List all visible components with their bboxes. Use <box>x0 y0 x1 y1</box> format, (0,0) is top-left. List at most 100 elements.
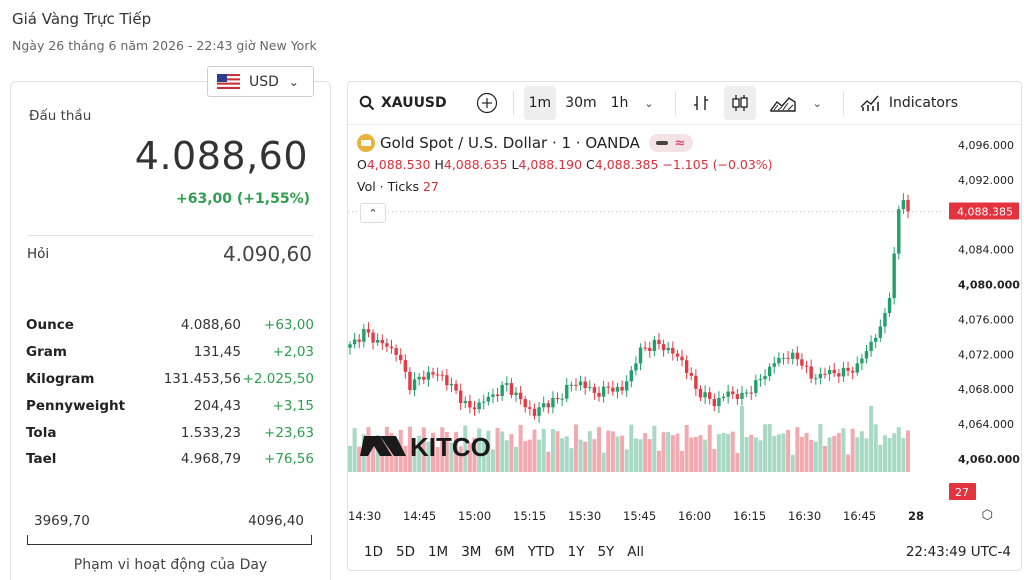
volume-bar <box>698 435 703 472</box>
candle-body <box>385 343 389 347</box>
candle-body <box>495 394 500 396</box>
symbol-search[interactable]: XAUUSD <box>359 95 447 111</box>
unit-change: +2,03 <box>272 344 314 361</box>
interval-1h[interactable]: 1h <box>610 95 629 111</box>
volume-bar <box>610 431 615 472</box>
indicators-button[interactable]: Indicators <box>854 86 963 120</box>
candle-body <box>371 332 375 343</box>
candle-body <box>491 394 495 397</box>
range-5d[interactable]: 5D <box>395 544 415 560</box>
interval-dropdown[interactable]: ⌄ <box>633 86 664 120</box>
candle-body <box>505 383 509 385</box>
area-style-button[interactable] <box>764 86 802 120</box>
ask-label: Hỏi <box>27 246 50 262</box>
candles-button[interactable] <box>723 86 756 120</box>
volume-label: Vol · Ticks <box>357 179 419 194</box>
unit-name: Tola <box>26 424 57 441</box>
settings-button[interactable]: ⬡ <box>982 508 993 523</box>
add-symbol-icon <box>476 92 497 114</box>
volume-bar <box>716 434 721 472</box>
volume-bar <box>643 433 648 472</box>
candle-body <box>795 352 800 360</box>
x-tick-label: 15:30 <box>568 509 601 523</box>
currency-select[interactable]: USD ⌄ <box>207 66 314 97</box>
unit-change: +2.025,50 <box>242 370 314 387</box>
candle-body <box>731 391 735 395</box>
range-5y[interactable]: 5Y <box>597 544 615 560</box>
y-tick-label: 4,096.000 <box>958 139 1014 152</box>
close-value: 4,088.385 <box>594 157 659 172</box>
y-tick-label: 4,064.000 <box>958 418 1014 431</box>
volume-bar <box>652 425 657 472</box>
candle-body <box>661 344 666 351</box>
timezone-clock[interactable]: 22:43:49 UTC-4 <box>905 544 1011 560</box>
unit-price: 4.088,60 <box>180 317 241 334</box>
area-chart-icon <box>769 97 796 112</box>
range-ytd[interactable]: YTD <box>527 544 555 560</box>
candle-body <box>860 358 864 364</box>
interval-30m[interactable]: 30m <box>565 95 597 111</box>
volume-bar <box>666 432 671 472</box>
candle-body <box>892 253 896 299</box>
compare-button[interactable] <box>471 86 503 120</box>
volume-bar <box>864 438 869 472</box>
range-1y[interactable]: 1Y <box>567 544 585 560</box>
volume-bar <box>744 437 749 472</box>
volume-bar <box>573 424 578 472</box>
volume-bar <box>523 441 528 472</box>
volume-bar <box>615 436 620 472</box>
price-chart[interactable]: 4,096.0004,092.0004,088.0004,084.0004,08… <box>348 126 1021 530</box>
high-value: 4,088.635 <box>443 157 508 172</box>
range-3m[interactable]: 3M <box>461 544 482 560</box>
candle-body <box>869 341 873 351</box>
candle-body <box>781 357 786 359</box>
candle-body <box>624 381 629 391</box>
symbol-title: Gold Spot / U.S. Dollar · 1 · OANDA <box>380 134 640 152</box>
volume-bar <box>638 439 643 472</box>
candle-body <box>901 200 906 210</box>
minus-icon <box>656 141 669 145</box>
range-1d[interactable]: 1D <box>364 544 383 560</box>
volume-bar <box>537 439 542 472</box>
kitco-wordmark: KITCO <box>410 432 491 462</box>
volume-bar <box>781 433 786 472</box>
y-tick-label: 4,080.000 <box>958 279 1020 292</box>
volume-bar <box>417 435 422 472</box>
us-flag-icon <box>217 74 240 89</box>
unit-row: Tola 1.533,23 +23,63 <box>26 419 314 446</box>
y-tick-label: 4,072.000 <box>958 348 1014 361</box>
volume-bar <box>606 430 611 472</box>
candle-body <box>394 348 398 355</box>
collapse-legend-button[interactable]: ⌃ <box>360 203 386 223</box>
unit-price: 1.533,23 <box>180 424 241 441</box>
visibility-pill[interactable]: ≈ <box>648 134 693 152</box>
candle-body <box>551 397 555 408</box>
chart-type-dropdown[interactable]: ⌄ <box>802 86 833 120</box>
interval-1m[interactable]: 1m <box>523 86 557 120</box>
candle-body <box>606 386 610 388</box>
range-all[interactable]: All <box>627 544 645 560</box>
wave-icon: ≈ <box>674 135 686 151</box>
candle-body <box>841 367 846 377</box>
candle-body <box>694 375 698 389</box>
candle-body <box>468 400 472 408</box>
candle-body <box>791 352 795 359</box>
volume-bar <box>412 444 417 472</box>
bar-style-button[interactable] <box>686 86 716 120</box>
range-6m[interactable]: 6M <box>494 544 515 560</box>
volume-bar <box>827 437 832 472</box>
candle-body <box>818 373 823 379</box>
unit-row: Tael 4.968,79 +76,56 <box>26 446 314 473</box>
volume-bar <box>707 424 712 472</box>
volume-bar <box>873 424 878 472</box>
candle-body <box>878 326 883 338</box>
volume-bar <box>887 438 892 472</box>
candle-body <box>629 370 634 382</box>
candle-body <box>698 388 703 398</box>
candle-body <box>652 339 657 351</box>
candle-body <box>735 394 740 399</box>
range-1m[interactable]: 1M <box>427 544 449 560</box>
candle-body <box>449 383 454 386</box>
candle-body <box>906 200 910 212</box>
volume-bar <box>380 444 385 472</box>
